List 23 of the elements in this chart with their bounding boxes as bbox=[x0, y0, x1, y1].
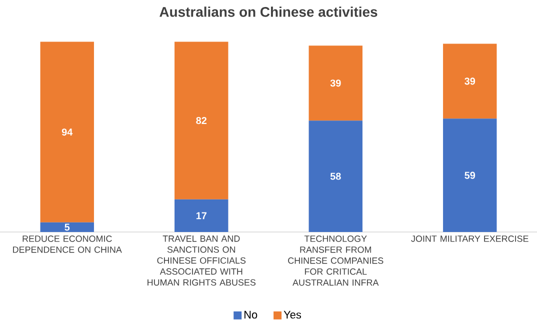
bar bbox=[443, 118, 497, 232]
bar bbox=[443, 44, 497, 119]
bar bbox=[174, 42, 228, 200]
chart-title: Australians on Chinese activities bbox=[160, 6, 378, 17]
data-label: 82 bbox=[196, 117, 207, 124]
legend-label: No bbox=[244, 310, 258, 319]
data-label: 17 bbox=[196, 212, 206, 220]
x-tick-label: TRAVEL BAN AND SANCTIONS ON CHINESE OFFICIALS ASSOCIATED WITH HUMAN RIGHTS ABUSES bbox=[148, 236, 256, 286]
bar bbox=[174, 199, 228, 232]
x-tick-label: JOINT MILITARY EXERCISE bbox=[411, 236, 528, 242]
bar bbox=[308, 120, 362, 232]
data-label: 94 bbox=[62, 128, 73, 136]
bar bbox=[40, 42, 94, 222]
data-label: 58 bbox=[330, 172, 341, 180]
data-label: 5 bbox=[64, 224, 70, 231]
legend-label: Yes bbox=[284, 310, 302, 319]
data-label: 39 bbox=[330, 80, 341, 87]
bar bbox=[308, 46, 362, 121]
data-label: 59 bbox=[464, 172, 476, 179]
x-tick-label: REDUCE ECONOMIC DEPENDENCE ON CHINA bbox=[13, 236, 122, 253]
data-label: 39 bbox=[464, 78, 476, 85]
x-tick-label: TECHNOLOGY RANSFER FROM CHINESE COMPANIES FOR CRITICAL AUSTRALIAN INFRA bbox=[288, 236, 384, 286]
bar bbox=[40, 222, 94, 232]
